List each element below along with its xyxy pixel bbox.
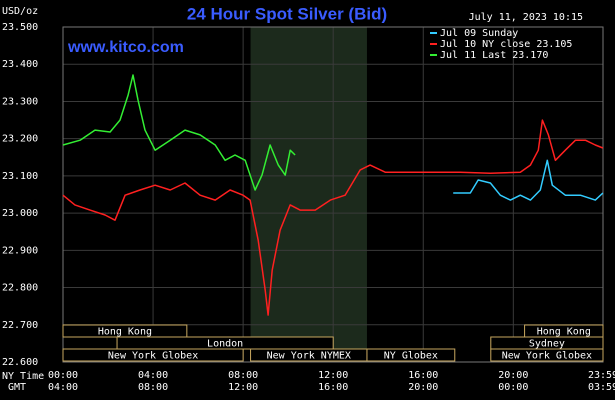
- session-label: New York Globex: [108, 351, 198, 362]
- legend-label: Jul 10 NY close 23.105: [440, 39, 572, 50]
- x2-tick-label: 20:00: [408, 382, 438, 393]
- shaded-range: [250, 27, 367, 362]
- y-tick-label: 23.000: [2, 208, 38, 219]
- x-tick-label: 23:59: [588, 370, 615, 381]
- x2-axis-label: GMT: [8, 382, 26, 393]
- x2-tick-label: 00:00: [498, 382, 528, 393]
- x-tick-label: 16:00: [408, 370, 438, 381]
- x2-tick-label: 03:59: [588, 382, 615, 393]
- x2-tick-label: 04:00: [48, 382, 78, 393]
- session-box: [366, 348, 456, 362]
- x2-tick-label: 16:00: [318, 382, 348, 393]
- x2-tick-label: 08:00: [138, 382, 168, 393]
- series-line: [62, 119, 604, 316]
- date-label: July 11, 2023 10:15: [469, 12, 583, 23]
- x-tick-label: 12:00: [318, 370, 348, 381]
- y-tick-label: 22.900: [2, 245, 38, 256]
- y-tick-label: 23.300: [2, 96, 38, 107]
- y-tick-label: 22.700: [2, 320, 38, 331]
- x-axis-label: NY Time: [2, 371, 44, 382]
- session-label: London: [207, 339, 243, 350]
- y-tick-label: 22.800: [2, 283, 38, 294]
- session-label: New York NYMEX: [267, 351, 351, 362]
- plot-frame: [62, 26, 604, 363]
- x-tick-label: 04:00: [138, 370, 168, 381]
- legend-label: Jul 11 Last 23.170: [440, 50, 548, 61]
- session-label: Hong Kong: [98, 327, 152, 338]
- session-box: [62, 348, 244, 362]
- chart-title: 24 Hour Spot Silver (Bid): [187, 4, 387, 23]
- y-tick-label: 23.200: [2, 134, 38, 145]
- series-line: [62, 74, 296, 191]
- session-label: Sydney: [529, 339, 565, 350]
- session-box: [490, 348, 604, 362]
- session-label: NY Globex: [384, 351, 438, 362]
- y-tick-label: 22.600: [2, 357, 38, 368]
- series-line: [453, 159, 604, 201]
- legend-label: Jul 09 Sunday: [440, 28, 518, 39]
- x-tick-label: 00:00: [48, 370, 78, 381]
- y-tick-label: 23.100: [2, 171, 38, 182]
- x-tick-label: 08:00: [228, 370, 258, 381]
- y-axis-label: USD/oz: [2, 6, 38, 17]
- x-tick-label: 20:00: [498, 370, 528, 381]
- watermark: www.kitco.com: [67, 39, 184, 56]
- session-label: Hong Kong: [537, 327, 591, 338]
- y-tick-label: 23.500: [2, 22, 38, 33]
- session-label: New York Globex: [502, 351, 592, 362]
- x2-tick-label: 12:00: [228, 382, 258, 393]
- y-tick-label: 23.400: [2, 59, 38, 70]
